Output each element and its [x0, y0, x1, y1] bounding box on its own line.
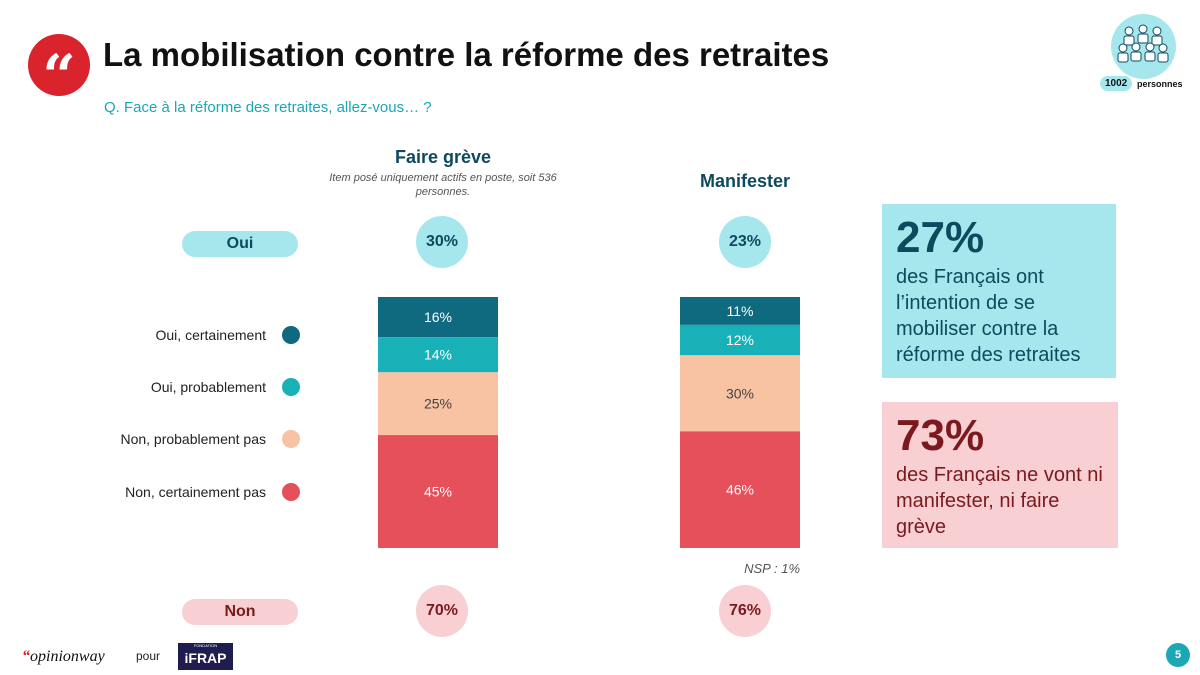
legend-dot-non-probablement: [282, 430, 300, 448]
legend-dot-non-certainement: [282, 483, 300, 501]
legend-label-oui-probablement: Oui, probablement: [150, 379, 266, 395]
insight-text-non-mobilise: des Français ne vont ni manifester, ni f…: [896, 464, 1103, 538]
legend-label-non-probablement: Non, probablement pas: [120, 431, 266, 447]
bar-segment-greve-3: [378, 435, 498, 548]
insight-value-non-mobilise: 73%: [896, 411, 985, 460]
bar-label-greve-2: 25%: [424, 396, 452, 412]
column-title-manifester: Manifester: [699, 171, 791, 191]
nsp-annotation: NSP : 1%: [744, 561, 800, 576]
page-title: La mobilisation contre la réforme des re…: [103, 36, 830, 73]
oui-row-label: Oui: [182, 231, 298, 257]
opinionway-logo: “opinionway: [22, 648, 105, 665]
insight-value-mobilise: 27%: [896, 213, 985, 262]
insight-box-mobilise: 27% des Français ont l’intention de se m…: [882, 204, 1116, 378]
bar-label-manifester-2: 30%: [726, 385, 754, 401]
bar-label-manifester-0: 11%: [727, 303, 754, 319]
bar-segment-greve-2: [378, 372, 498, 436]
insight-box-non-mobilise: 73% des Français ne vont ni manifester, …: [882, 402, 1118, 548]
sample-count: 1002: [1100, 76, 1133, 91]
bar-label-greve-0: 16%: [424, 309, 452, 325]
bar-segment-greve-1: [378, 337, 498, 373]
bar-segment-greve-0: [378, 297, 498, 338]
bar-label-greve-1: 14%: [424, 347, 452, 363]
ifrap-logo-caption: FONDATION: [193, 643, 218, 648]
legend-label-non-certainement: Non, certainement pas: [125, 484, 266, 500]
legend-label-oui-certainement: Oui, certainement: [155, 327, 267, 343]
non-total-greve: 70%: [416, 585, 468, 637]
sample-label: personnes: [1137, 79, 1183, 89]
bar-label-manifester-1: 12%: [726, 332, 754, 348]
ifrap-logo: iFRAP: [178, 643, 233, 670]
column-note-greve: Item posé uniquement actifs en poste, so…: [329, 172, 557, 198]
non-row-label: Non: [182, 599, 298, 625]
bar-segment-manifester-2: [680, 355, 800, 432]
legend-dot-oui-probablement: [282, 378, 300, 396]
legend-dot-oui-certainement: [282, 326, 300, 344]
people-group-icon: [1111, 14, 1176, 79]
oui-total-manifester: 23%: [719, 216, 771, 268]
insight-text-mobilise: des Français ont l’intention de se mobil…: [896, 266, 1081, 366]
bar-label-greve-3: 45%: [424, 484, 452, 500]
quote-icon: “: [28, 34, 90, 110]
question-subtitle: Q. Face à la réforme des retraites, alle…: [104, 99, 432, 116]
bar-segment-manifester-1: [680, 324, 800, 356]
footer-pour: pour: [136, 649, 161, 663]
non-total-manifester: 76%: [719, 585, 771, 637]
column-title-greve: Faire grève: [394, 147, 492, 167]
bar-segment-manifester-3: [680, 431, 800, 548]
page-number: 5: [1166, 643, 1190, 667]
bar-segment-manifester-0: [680, 297, 800, 325]
oui-total-greve: 30%: [416, 216, 468, 268]
bar-label-manifester-3: 46%: [726, 482, 754, 498]
